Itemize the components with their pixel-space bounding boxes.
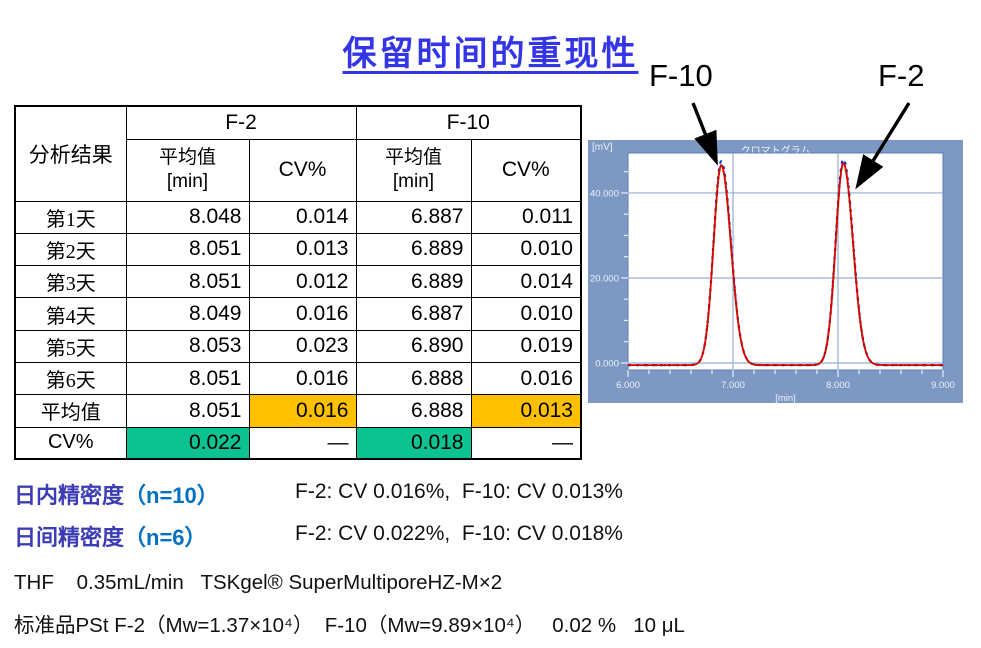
mean-header-text: 平均值 xyxy=(158,147,216,169)
row-label: 第3天 xyxy=(14,265,127,299)
row-label: 平均值 xyxy=(14,394,127,428)
cell-value: 0.014 xyxy=(470,265,582,299)
row-label: CV% xyxy=(14,426,127,460)
svg-text:9.000: 9.000 xyxy=(931,380,955,391)
cell-value: 0.013 xyxy=(470,394,582,428)
table-row: 平均值 8.051 0.016 6.888 0.013 xyxy=(14,394,582,428)
table-subheader-cv-f10: CV% xyxy=(470,138,582,202)
cell-value: 0.012 xyxy=(248,265,357,299)
svg-text:7.000: 7.000 xyxy=(721,380,745,391)
cell-value: 0.010 xyxy=(470,232,582,267)
summary-intra-day: 日内精密度（n=10） F-2: CV 0.016%, F-10: CV 0.0… xyxy=(14,478,774,510)
table-group-header-f2: F-2 xyxy=(125,105,357,140)
cell-value: 0.011 xyxy=(470,200,582,234)
mean-header-unit: [min] xyxy=(166,171,209,192)
summary-intra-day-n: （n=10） xyxy=(124,483,219,508)
summary-intra-day-value: F-2: CV 0.016%, F-10: CV 0.013% xyxy=(295,480,623,503)
cell-value: 0.013 xyxy=(248,232,357,267)
cell-value: 6.889 xyxy=(355,265,472,299)
table-row: 第3天 8.051 0.012 6.889 0.014 xyxy=(14,265,582,299)
row-label: 第1天 xyxy=(14,200,127,234)
table-row: CV% 0.022—0.018— xyxy=(14,426,582,460)
chromatogram-panel: [mV] クロマトグラム 6.000 7.000 8.000 9.000 0.000 20… xyxy=(588,140,963,403)
summary-inter-day-label: 日间精密度 xyxy=(14,525,125,550)
mean-header-unit: [min] xyxy=(392,171,435,192)
results-table: 分析结果 F-2 F-10 平均值 [min] CV% 平均值 [min] CV… xyxy=(14,105,582,461)
summary-inter-day-n: （n=6） xyxy=(124,525,207,550)
summary-inter-day-value: F-2: CV 0.022%, F-10: CV 0.018% xyxy=(295,522,623,545)
cell-value: 0.023 xyxy=(248,329,357,363)
svg-text:[min]: [min] xyxy=(775,393,796,403)
table-row: 第4天 8.049 0.016 6.887 0.010 xyxy=(14,297,582,331)
svg-text:20.000: 20.000 xyxy=(590,273,619,284)
cell-value: 0.014 xyxy=(248,200,357,234)
summary-inter-day: 日间精密度（n=6） F-2: CV 0.022%, F-10: CV 0.01… xyxy=(14,520,774,552)
cell-value: 8.048 xyxy=(125,200,250,234)
chart-plot-svg: 6.000 7.000 8.000 9.000 0.000 20.000 40.000 [mi… xyxy=(590,152,955,403)
cell-value: 8.053 xyxy=(125,329,250,363)
cell-value: 0.016 xyxy=(248,297,357,331)
row-label: 第4天 xyxy=(14,297,127,331)
condition-eluent-column: THF 0.35mL/min TSKgel® SuperMultiporeHZ-… xyxy=(14,571,503,594)
mean-header-text: 平均值 xyxy=(384,147,442,169)
table-group-header-row: 分析结果 F-2 F-10 xyxy=(14,105,582,202)
svg-text:0.000: 0.000 xyxy=(595,358,619,369)
cell-value: 6.887 xyxy=(355,200,472,234)
cell-value: 8.051 xyxy=(125,232,250,267)
cell-value: 0.019 xyxy=(470,329,582,363)
table-row: 第5天 8.053 0.023 6.890 0.019 xyxy=(14,329,582,363)
cell-value: 8.051 xyxy=(125,265,250,299)
page-title: 保留时间的重现性 xyxy=(342,36,639,73)
cell-value: 0.018 xyxy=(355,426,472,460)
table-subheader-cv-f2: CV% xyxy=(248,138,357,202)
summary-intra-day-label: 日内精密度 xyxy=(14,483,125,508)
cell-value: 8.049 xyxy=(125,297,250,331)
cell-value: — xyxy=(248,426,357,460)
chart-y-unit-label: [mV] xyxy=(592,142,613,153)
table-group-header-f10: F-10 xyxy=(355,105,582,140)
row-label: 第6天 xyxy=(14,361,127,396)
table-subheader-mean-f10: 平均值 [min] xyxy=(355,138,472,202)
chart-title: クロマトグラム xyxy=(740,146,811,157)
cell-value: 6.887 xyxy=(355,297,472,331)
table-corner-header: 分析结果 xyxy=(14,105,127,202)
svg-text:8.000: 8.000 xyxy=(826,380,850,391)
cell-value: 6.888 xyxy=(355,394,472,428)
svg-text:6.000: 6.000 xyxy=(616,380,640,391)
cell-value: 8.051 xyxy=(125,394,250,428)
cell-value: 0.010 xyxy=(470,297,582,331)
cell-value: 0.022 xyxy=(125,426,250,460)
table-subheader-row: 平均值 [min] CV% 平均值 [min] CV% xyxy=(15,138,582,202)
chromatogram-trace xyxy=(628,162,943,367)
table-row: 第6天 8.051 0.016 6.888 0.016 xyxy=(14,361,582,396)
cell-value: 6.890 xyxy=(355,329,472,363)
cell-value: 0.016 xyxy=(248,361,357,396)
peak-annotation-f10: F-10 xyxy=(649,58,713,93)
cell-value: — xyxy=(470,426,582,460)
cell-value: 8.051 xyxy=(125,361,250,396)
cell-value: 0.016 xyxy=(248,394,357,428)
table-row: 第2天 8.051 0.013 6.889 0.010 xyxy=(14,232,582,267)
condition-sample: 标准品PSt F-2（Mw=1.37×10⁴） F-10（Mw=9.89×10⁴… xyxy=(14,614,685,637)
row-label: 第5天 xyxy=(14,329,127,363)
svg-text:40.000: 40.000 xyxy=(590,188,619,199)
cell-value: 0.016 xyxy=(470,361,582,396)
table-row: 第1天 8.048 0.014 6.887 0.011 xyxy=(14,200,582,234)
cell-value: 6.888 xyxy=(355,361,472,396)
table-subheader-mean-f2: 平均值 [min] xyxy=(125,138,250,202)
row-label: 第2天 xyxy=(14,232,127,267)
peak-annotation-f2: F-2 xyxy=(878,58,925,93)
cell-value: 6.889 xyxy=(355,232,472,267)
